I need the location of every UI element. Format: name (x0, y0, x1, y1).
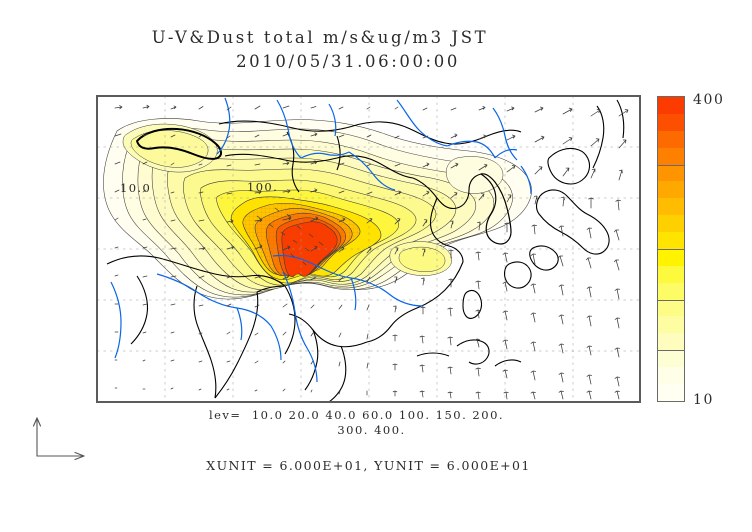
levels-line-2: 300. 400. (337, 423, 406, 437)
map-gridlines (97, 96, 640, 402)
vector-key-glyph (32, 417, 85, 461)
wind-vectors (114, 104, 629, 400)
unit-scale-caption: XUNIT = 6.000E+01, YUNIT = 6.000E+01 (206, 458, 531, 473)
map-canvas (97, 96, 640, 402)
title-datetime-line: 2010/05/31.06:00:00 (236, 52, 460, 71)
colorbar-segment (658, 113, 684, 131)
colorbar-segment (658, 147, 684, 165)
levels-line-1: lev= 10.0 20.0 40.0 60.0 100. 150. 200. (208, 408, 505, 422)
colorbar-segment (658, 299, 684, 317)
rivers (110, 97, 532, 383)
colorbar-segment (658, 265, 684, 283)
colorbar-segment (658, 350, 684, 367)
title-variable-line: U-V&Dust total m/s&ug/m3 JST (151, 28, 489, 47)
colorbar-segment (658, 97, 684, 114)
colorbar-segment (658, 198, 684, 216)
colorbar-segment (658, 215, 684, 232)
dust-contour-fills (103, 118, 532, 300)
colorbar-min-label: 10 (693, 392, 715, 408)
colorbar-strip[interactable] (657, 96, 685, 402)
colorbar-segment (658, 367, 684, 384)
colorbar-segment (658, 316, 684, 334)
figure-title: U-V&Dust total m/s&ug/m3 JST 2010/05/31.… (0, 26, 640, 74)
colorbar-segment (658, 248, 684, 266)
colorbar-segment (658, 333, 684, 351)
colorbar[interactable]: 400 10 (657, 92, 723, 408)
colorbar-segment (658, 282, 684, 300)
coastlines-borders (106, 99, 625, 402)
map-plot-area[interactable]: 10.0 100. (96, 95, 641, 403)
colorbar-segment (658, 181, 684, 199)
contour-levels-caption: lev= 10.0 20.0 40.0 60.0 100. 150. 200. … (96, 408, 641, 438)
colorbar-max-label: 400 (693, 92, 725, 108)
vector-scale-key (28, 404, 112, 468)
colorbar-segment (658, 164, 684, 182)
colorbar-segment (658, 383, 684, 401)
colorbar-segment (658, 130, 684, 148)
colorbar-segment (658, 232, 684, 249)
